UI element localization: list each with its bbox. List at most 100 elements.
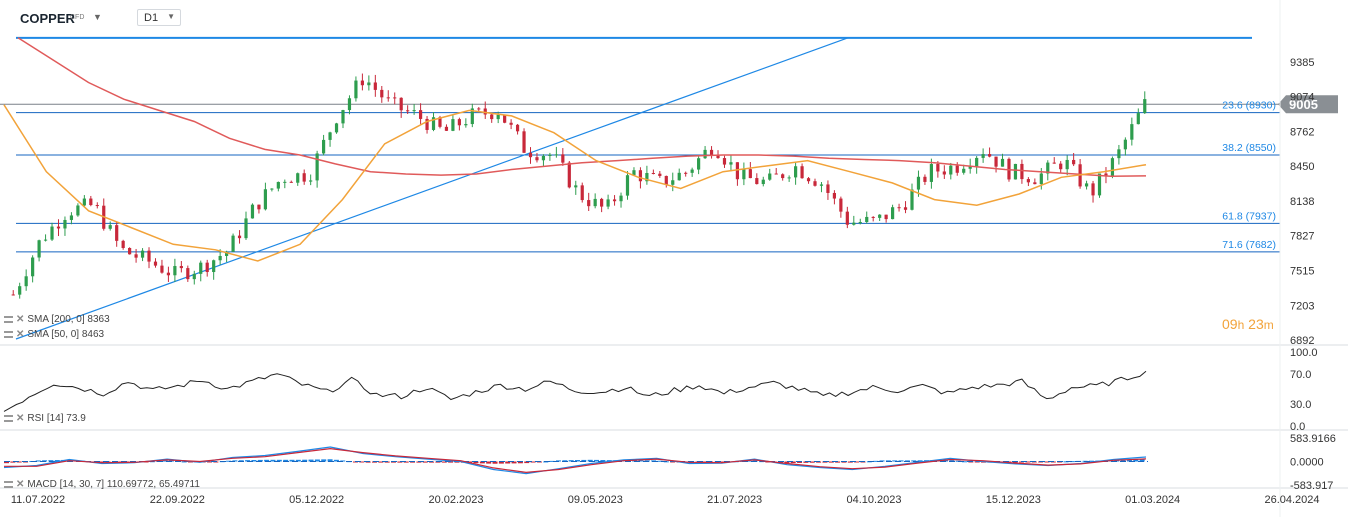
close-icon[interactable]: ✕ [16,479,25,490]
candle-body [160,265,164,273]
menu-icon[interactable] [4,414,13,422]
macd-signal-line [4,447,1147,474]
menu-icon[interactable] [4,480,13,488]
macd-histogram-bar [378,461,384,463]
macd-histogram-bar [384,461,390,463]
x-tick-label: 04.10.2023 [846,494,901,506]
candle-body [561,154,565,163]
menu-icon[interactable] [4,330,13,338]
candle-body [309,180,313,182]
macd-histogram-bar [473,461,479,464]
candle-body [225,251,229,256]
symbol-type: CFD [70,14,85,21]
candle-body [31,257,35,277]
candle-body [380,89,384,98]
candle-body [645,172,649,182]
candle-body [975,157,979,167]
macd-histogram-bar [1120,459,1126,462]
macd-histogram-bar [397,461,403,463]
candle-body [50,226,54,240]
candle-body [955,165,959,173]
candle-body [231,235,235,252]
candle-body [878,214,882,218]
fib-label: 71.6 (7682) [1222,239,1276,251]
rsi-tick-label: 70.0 [1290,369,1311,381]
candle-body [354,80,358,99]
candle-body [257,204,261,210]
candle-body [244,218,248,239]
symbol-dropdown-icon[interactable]: ▼ [93,12,102,22]
timer-hours: 09 [1222,316,1238,332]
rsi-tick-label: 100.0 [1290,347,1318,359]
macd-histogram-bar [530,461,536,463]
sma50-legend[interactable]: ✕ SMA [50, 0] 8463 [4,329,104,340]
macd-histogram-bar [448,461,454,463]
candle-body [1033,182,1037,185]
macd-histogram-bar [35,460,41,462]
macd-histogram-bar [606,460,612,462]
timeframe-select[interactable]: D1 ▼ [137,9,181,26]
close-icon[interactable]: ✕ [16,314,25,325]
candle-body [212,260,216,273]
macd-histogram-bar [403,461,409,463]
macd-histogram-bar [594,459,600,462]
menu-icon[interactable] [4,315,13,323]
candle-body [748,169,752,179]
candle-body [716,154,720,159]
candle-body [95,205,99,207]
macd-histogram-bar [333,459,339,462]
candle-body [1104,173,1108,176]
candle-body [587,200,591,207]
candle-body [341,110,345,124]
candle-body [703,149,707,159]
candle-body [735,162,740,180]
candle-body [63,219,67,229]
candle-body [250,204,255,219]
y-tick-label: 8762 [1290,126,1314,138]
rsi-legend[interactable]: ✕ RSI [14] 73.9 [4,413,86,424]
candle-body [794,166,798,178]
candle-body [373,82,377,90]
x-tick-label: 09.05.2023 [568,494,623,506]
candle-body [444,126,449,131]
candle-body [302,173,306,182]
rsi-tick-label: 0.0 [1290,421,1305,433]
close-icon[interactable]: ✕ [16,413,25,424]
macd-histogram-bar [327,459,333,462]
macd-histogram-bar [99,461,105,463]
candle-body [186,268,190,280]
macd-histogram-bar [232,460,238,462]
candle-body [1136,113,1140,125]
macd-histogram-bar [790,461,796,464]
candle-body [334,123,339,133]
macd-histogram-bar [416,461,422,463]
macd-histogram-bar [657,460,663,462]
candle-body [800,166,804,179]
candle-body [24,276,28,287]
macd-histogram-bar [898,460,904,462]
candle-body [1059,163,1063,170]
candle-body [981,154,985,158]
close-icon[interactable]: ✕ [16,329,25,340]
macd-histogram-bar [644,460,650,462]
candle-body [289,181,293,183]
macd-legend[interactable]: ✕ MACD [14, 30, 7] 110.69772, 65.49711 [4,479,200,490]
candle-body [929,164,933,182]
macd-histogram-bar [257,459,263,462]
candle-body [671,180,675,185]
candle-body [153,261,158,266]
x-tick-label: 20.02.2023 [428,494,483,506]
candle-body [910,189,914,210]
candle-body [768,173,772,180]
candle-body [1143,99,1147,114]
candle-body [69,215,74,220]
macd-histogram-bar [765,461,771,463]
sma200-legend[interactable]: ✕ SMA [200, 0] 8363 [4,314,110,325]
candle-body [781,174,785,179]
candle-body [677,172,681,181]
symbol-name[interactable]: COPPER [20,11,75,26]
candle-body [580,185,584,201]
candle-body [237,235,242,239]
